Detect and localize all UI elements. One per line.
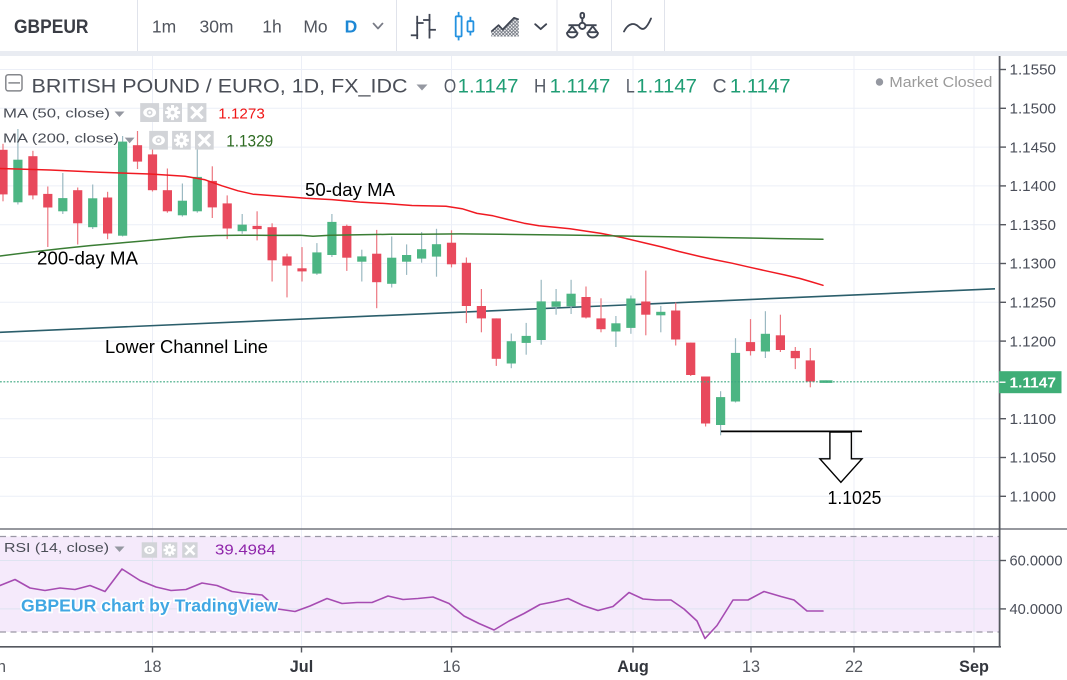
- svg-text:Market Closed: Market Closed: [889, 75, 992, 91]
- svg-text:22: 22: [845, 658, 863, 676]
- svg-text:D: D: [345, 16, 358, 36]
- svg-text:n: n: [0, 658, 6, 676]
- svg-text:1.1550: 1.1550: [1010, 62, 1057, 79]
- svg-text:L: L: [626, 76, 635, 98]
- svg-text:18: 18: [143, 658, 161, 676]
- svg-text:GBPEUR: GBPEUR: [14, 17, 89, 38]
- svg-text:40.0000: 40.0000: [1010, 601, 1063, 618]
- svg-text:Aug: Aug: [617, 658, 648, 676]
- svg-text:Mo: Mo: [303, 16, 327, 36]
- svg-text:1.1050: 1.1050: [1010, 450, 1057, 467]
- svg-text:200-day MA: 200-day MA: [37, 248, 138, 269]
- svg-text:1.1200: 1.1200: [1010, 333, 1057, 350]
- svg-text:O: O: [444, 76, 456, 98]
- svg-text:C: C: [713, 76, 727, 98]
- svg-text:1h: 1h: [262, 16, 281, 36]
- svg-text:GBPEUR chart by TradingView: GBPEUR chart by TradingView: [21, 596, 278, 616]
- svg-text:1.1450: 1.1450: [1010, 139, 1057, 156]
- svg-text:50-day MA: 50-day MA: [305, 179, 395, 200]
- svg-text:1.1329: 1.1329: [226, 132, 273, 150]
- svg-text:13: 13: [742, 658, 760, 676]
- svg-text:RSI (14, close): RSI (14, close): [4, 540, 109, 555]
- svg-text:BRITISH POUND / EURO, 1D, FX_I: BRITISH POUND / EURO, 1D, FX_IDC: [32, 76, 408, 98]
- svg-text:MA (200, close): MA (200, close): [3, 130, 119, 145]
- svg-text:60.0000: 60.0000: [1010, 553, 1063, 570]
- svg-text:30m: 30m: [199, 16, 233, 36]
- svg-text:1.1273: 1.1273: [218, 106, 264, 122]
- svg-text:1.1147: 1.1147: [550, 76, 611, 98]
- svg-text:1.1147: 1.1147: [636, 76, 697, 98]
- svg-text:Sep: Sep: [959, 658, 989, 676]
- svg-text:1.1147: 1.1147: [730, 76, 791, 98]
- svg-text:1.1350: 1.1350: [1010, 217, 1057, 234]
- svg-text:1.1500: 1.1500: [1010, 101, 1057, 118]
- svg-text:1.1025: 1.1025: [828, 487, 882, 508]
- svg-text:MA (50, close): MA (50, close): [3, 105, 110, 120]
- svg-text:H: H: [534, 76, 546, 98]
- svg-text:1.1400: 1.1400: [1010, 178, 1057, 195]
- svg-text:1.1147: 1.1147: [458, 76, 519, 98]
- svg-text:16: 16: [442, 658, 460, 676]
- svg-text:1.1250: 1.1250: [1010, 295, 1057, 312]
- svg-text:1.1100: 1.1100: [1010, 411, 1057, 428]
- svg-text:Jul: Jul: [290, 658, 313, 676]
- svg-text:1.1300: 1.1300: [1010, 256, 1057, 273]
- svg-text:1.1000: 1.1000: [1010, 489, 1057, 506]
- svg-text:1.1147: 1.1147: [1010, 376, 1057, 392]
- svg-text:1m: 1m: [152, 16, 176, 36]
- svg-text:Lower Channel Line: Lower Channel Line: [105, 336, 268, 357]
- svg-text:39.4984: 39.4984: [215, 542, 276, 558]
